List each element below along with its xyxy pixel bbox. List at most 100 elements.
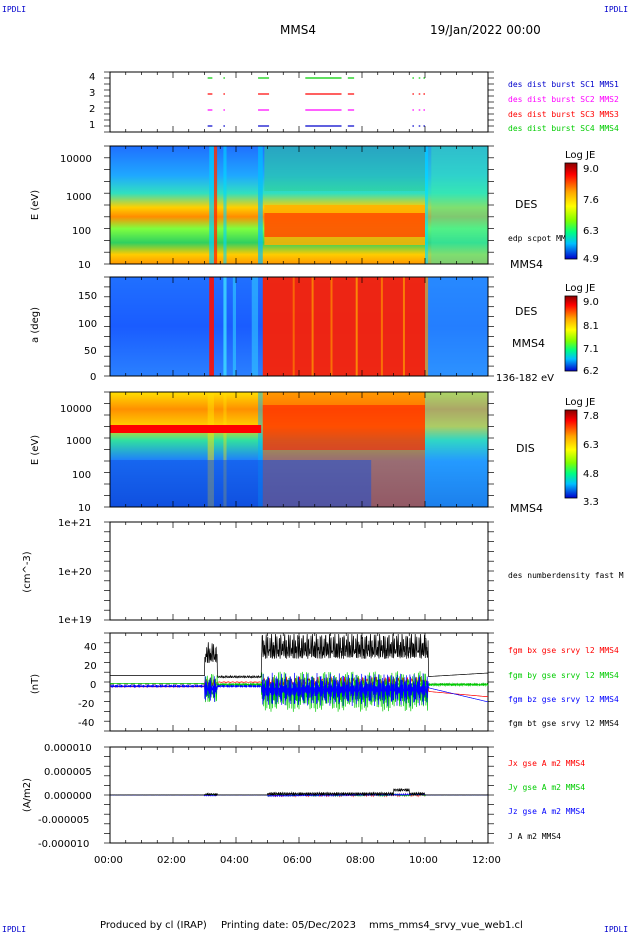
- des-pitch-colorbar: [564, 295, 578, 372]
- dis-energy-ytick-100: 100: [72, 470, 91, 481]
- des-energy-ytick-10000: 10000: [60, 154, 92, 165]
- corner-label-top-right: IPDLI: [604, 5, 628, 14]
- availability-legend-sc3: des dist burst SC3 MMS3: [508, 110, 619, 119]
- dis-energy-colorbar: [564, 409, 578, 499]
- xtick-0200: 02:00: [157, 855, 186, 866]
- dis-energy-colorbar-tick-1: 6.3: [583, 440, 599, 451]
- des-pitch-ytick-100: 100: [78, 319, 97, 330]
- corner-label-bottom-left: IPDLI: [2, 925, 26, 934]
- spectrogram-band: [223, 392, 227, 507]
- spectrogram-band: [262, 405, 425, 450]
- fgm-legend-bx: fgm bx gse srvy l2 MMS4: [508, 646, 619, 655]
- des-pitch-ytick-50: 50: [84, 346, 97, 357]
- xtick-1200: 12:00: [472, 855, 501, 866]
- spectrogram-band: [209, 277, 214, 376]
- des-pitch-ylabel: a (deg): [30, 307, 41, 343]
- xtick-0400: 04:00: [220, 855, 249, 866]
- spectrogram-band: [209, 146, 214, 264]
- dis-energy-instrument: DIS: [516, 442, 535, 455]
- des-energy-ylabel: E (eV): [30, 190, 41, 220]
- des-energy-colorbar-tick-1: 7.6: [583, 195, 599, 206]
- fgm-ytick-0: 0: [90, 680, 96, 691]
- density-ylabel: (cm^-3): [22, 551, 33, 592]
- dis-energy-panel: 10000 1000 100 10 E (eV) DIS MMS4 Log JE…: [30, 391, 599, 515]
- current-legend-jz: Jz gse A m2 MMS4: [508, 807, 585, 816]
- spectrogram-band: [110, 425, 262, 433]
- spectrogram-band: [425, 392, 488, 507]
- spectrogram-band: [223, 277, 227, 376]
- date-title: 19/Jan/2022 00:00: [430, 23, 541, 37]
- spectrogram-band: [258, 392, 263, 507]
- density-ytick-1e20: 1e+20: [58, 567, 92, 578]
- des-pitch-colorbar-tick-2: 7.1: [583, 344, 599, 355]
- availability-ytick-4: 4: [89, 72, 95, 83]
- fgm-legend-by: fgm by gse srvy l2 MMS4: [508, 671, 619, 680]
- current-ytick-4: -0.000010: [38, 839, 89, 850]
- des-pitch-ytick-0: 0: [90, 372, 96, 383]
- des-energy-ytick-100: 100: [72, 226, 91, 237]
- availability-ytick-1: 1: [89, 120, 95, 131]
- des-energy-ytick-1000: 1000: [66, 192, 91, 203]
- availability-ytick-2: 2: [89, 104, 95, 115]
- dis-energy-ylabel: E (eV): [30, 435, 41, 465]
- density-panel: 1e+21 1e+20 1e+19 (cm^-3) des numberdens…: [22, 518, 624, 626]
- spectrogram-band: [213, 146, 218, 264]
- fgm-legend-bz: fgm bz gse srvy l2 MMS4: [508, 695, 619, 704]
- xtick-0000: 00:00: [94, 855, 123, 866]
- dis-energy-colorbar-tick-3: 3.3: [583, 497, 599, 508]
- spectrogram-band: [262, 277, 425, 376]
- fgm-ytick-minus20: -20: [78, 699, 94, 710]
- density-ytick-1e21: 1e+21: [58, 518, 92, 529]
- spectrogram-band: [380, 277, 383, 376]
- xtick-1000: 10:00: [409, 855, 438, 866]
- xtick-0600: 06:00: [283, 855, 312, 866]
- fgm-ytick-40: 40: [84, 642, 97, 653]
- density-frame: [109, 521, 489, 621]
- spectrogram-band: [330, 277, 333, 376]
- current-panel: 0.000010 0.000005 0.000000 -0.000005 -0.…: [22, 743, 585, 850]
- des-pitch-panel: 150 100 50 0 a (deg) DES MMS4 136-182 eV…: [30, 276, 599, 384]
- density-ytick-1e19: 1e+19: [58, 615, 92, 626]
- fgm-panel: 40 20 0 -20 -40 (nT) fgm bx gse srvy l2 …: [30, 632, 619, 732]
- des-energy-colorbar-tick-2: 6.3: [583, 226, 599, 237]
- des-pitch-energy-range: 136-182 eV: [496, 373, 554, 384]
- des-energy-colorbar-tick-3: 4.9: [583, 254, 599, 265]
- des-energy-panel: 10000 1000 100 10 E (eV) DES edp scpot M…: [30, 145, 599, 271]
- series-line: [109, 672, 489, 707]
- spectrogram-band: [425, 277, 429, 376]
- current-legend-jy: Jy gse A m2 MMS4: [508, 783, 585, 792]
- fgm-ylabel: (nT): [30, 674, 41, 694]
- fgm-ytick-20: 20: [84, 661, 97, 672]
- des-energy-colorbar-tick-0: 9.0: [583, 164, 599, 175]
- spectrogram-band: [431, 146, 488, 264]
- current-ytick-3: -0.000005: [38, 815, 89, 826]
- spectrogram-band: [428, 146, 488, 264]
- current-ylabel: (A/m2): [22, 778, 33, 812]
- current-legend-j: J A m2 MMS4: [508, 832, 561, 841]
- des-energy-sc-label: MMS4: [510, 258, 543, 271]
- availability-legend-sc1: des dist burst SC1 MMS1: [508, 80, 619, 89]
- spectrogram-band: [264, 213, 425, 237]
- availability-ytick-3: 3: [89, 88, 95, 99]
- spectrogram-band: [425, 146, 429, 264]
- series-line: [109, 788, 489, 797]
- dis-energy-colorbar-title: Log JE: [565, 397, 595, 408]
- dis-energy-colorbar-tick-0: 7.8: [583, 411, 599, 422]
- spectrogram-band: [311, 277, 314, 376]
- des-pitch-colorbar-tick-3: 6.2: [583, 366, 599, 377]
- des-energy-instrument: DES: [515, 198, 537, 211]
- corner-label-bottom-right: IPDLI: [604, 925, 628, 934]
- dis-energy-ytick-10000: 10000: [60, 404, 92, 415]
- des-pitch-colorbar-title: Log JE: [565, 283, 595, 294]
- des-energy-colorbar: [564, 162, 578, 260]
- fgm-ytick-minus40: -40: [78, 718, 94, 729]
- spectrogram-band: [402, 277, 405, 376]
- footer-product: mms_mms4_srvy_vue_web1.cl: [369, 920, 523, 931]
- series-line: [110, 671, 489, 712]
- current-ytick-2: 0.000000: [44, 791, 92, 802]
- spectrogram-band: [428, 277, 488, 376]
- spectrogram-band: [232, 277, 236, 376]
- spacecraft-title: MMS4: [280, 23, 316, 37]
- dis-energy-sc-label: MMS4: [510, 502, 543, 515]
- des-energy-colorbar-title: Log JE: [565, 150, 595, 161]
